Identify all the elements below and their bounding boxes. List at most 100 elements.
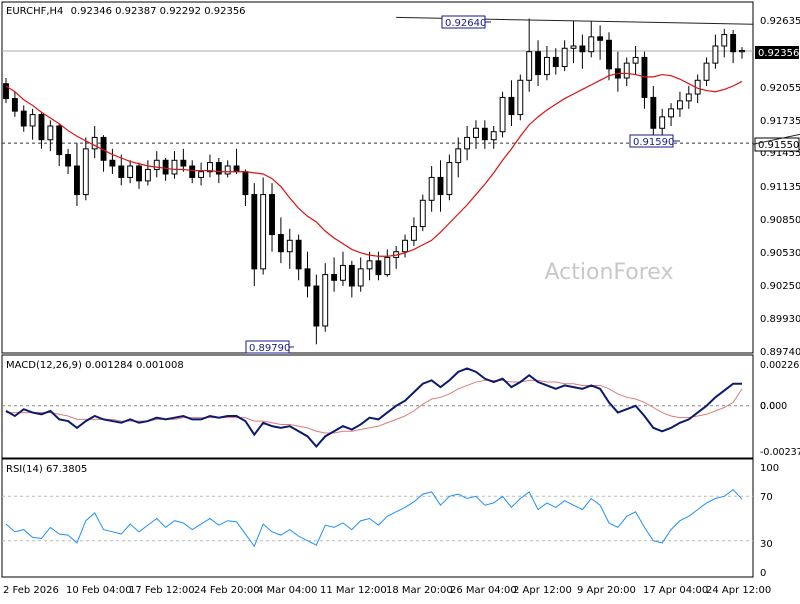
price-panel-frame [1,1,754,354]
candle-body [56,125,63,156]
price-annotation: 0.92640 [441,15,491,29]
guide-lines [2,50,753,144]
candle-body [162,159,169,175]
candle-body [428,176,435,201]
x-tick-label: 9 Apr 20:00 [577,585,636,596]
candle-body [207,162,213,173]
candle-body [295,239,302,270]
candle-body [561,47,568,68]
candle-body [127,165,134,178]
candle-body [410,226,417,241]
candle-body [251,194,258,270]
rsi-series [2,488,753,548]
candle-body [366,260,373,270]
candle-body [189,165,196,178]
annotation-label: 0.92640 [445,18,486,29]
price-tick-label: 0.92055 [760,83,800,94]
macd-tick-label: -0.002379 [760,447,800,458]
candle-body [659,116,666,129]
x-tick-label: 26 Mar 04:00 [450,585,517,596]
candle-body [233,165,240,173]
x-tick-label: 10 Feb 04:00 [66,585,132,596]
annotation-label: 0.91590 [633,137,674,148]
rsi-tick-label: 100 [760,463,779,474]
candle-body [260,194,267,270]
annotation-label: 0.89790 [249,343,290,354]
candle-body [357,268,364,287]
x-tick-label: 4 Mar 04:00 [257,585,317,596]
candle-body [481,127,488,141]
macd-panel-frame [1,354,754,459]
candle-body [632,56,639,64]
candle-body [668,108,674,118]
candle-body [623,62,630,79]
candle-body [65,154,72,167]
price-tick-label: 0.89930 [760,314,800,325]
price-tick-label: 0.91135 [760,182,800,193]
candle-body [20,110,27,127]
x-tick-label: 24 Feb 20:00 [194,585,260,596]
macd-y-axis: 0.002262 0.0 0.000 -0.002379 [760,360,800,458]
candle-body [552,56,559,68]
candle-body [526,51,533,81]
price-annotations: 0.92640 0.91590 0.89790 [245,15,680,354]
macd-signal-line [6,379,743,434]
candle-body [224,165,231,175]
watermark: ActionForex [545,260,674,285]
candle-body [499,96,506,133]
rsi-y-axis: 100 70 30 0 [760,463,779,579]
current-price-label: 0.92356 [758,48,799,59]
candle-body [91,136,98,150]
candle-body [437,176,444,196]
candle-body [3,83,9,100]
moving-average-line [5,72,743,257]
candle-body [38,114,45,141]
price-tick-label: 0.92635 [760,16,800,27]
channel-trendline [752,133,800,145]
candle-body [74,165,80,196]
candle-body [685,93,692,102]
candle-body [215,162,222,175]
candle-body [118,165,125,178]
price-annotation: 0.89790 [245,340,294,354]
candle-body [180,159,187,167]
macd-tick-label: 0.002262 [760,360,800,371]
candle-body [375,260,382,276]
candle-body [579,45,586,53]
candle-body [606,39,612,70]
x-tick-label: 24 Apr 12:00 [706,585,771,596]
price-tick-label: 0.89740 [760,347,800,358]
candle-body [136,165,142,182]
candle-body [535,51,541,76]
candle-body [473,127,479,138]
candle-body [171,159,178,175]
candle-body [419,199,426,228]
price-tick-label: 0.90250 [760,281,800,292]
price-annotation: 0.91590 [629,134,680,148]
candle-body [446,162,453,196]
rsi-panel-frame [1,458,754,578]
candle-body [11,98,18,112]
candle-body [286,239,293,253]
candle-body [570,45,577,49]
candle-body [348,264,355,287]
candle-body [109,159,116,167]
symbol-label: EURCHF,H4 0.92346 0.92387 0.92292 0.9235… [6,6,246,17]
symbol-timeframe: EURCHF,H4 [6,6,63,17]
candle-body [242,171,249,196]
price-tick-label: 0.90850 [760,215,800,226]
candle-body [543,56,550,76]
candle-body [730,34,737,53]
price-tick-label: 0.91735 [760,116,800,127]
candle-body [402,239,408,253]
candle-body [650,96,657,129]
candle-body [144,168,151,182]
candle-body [490,131,497,141]
x-tick-label: 2 Feb 2026 [3,585,59,596]
rsi-tick-label: 0 [760,568,766,579]
time-x-axis: 2 Feb 2026 10 Feb 04:00 17 Feb 12:00 24 … [3,585,771,596]
candle-body [153,159,160,170]
rsi-tick-label: 30 [760,539,773,550]
